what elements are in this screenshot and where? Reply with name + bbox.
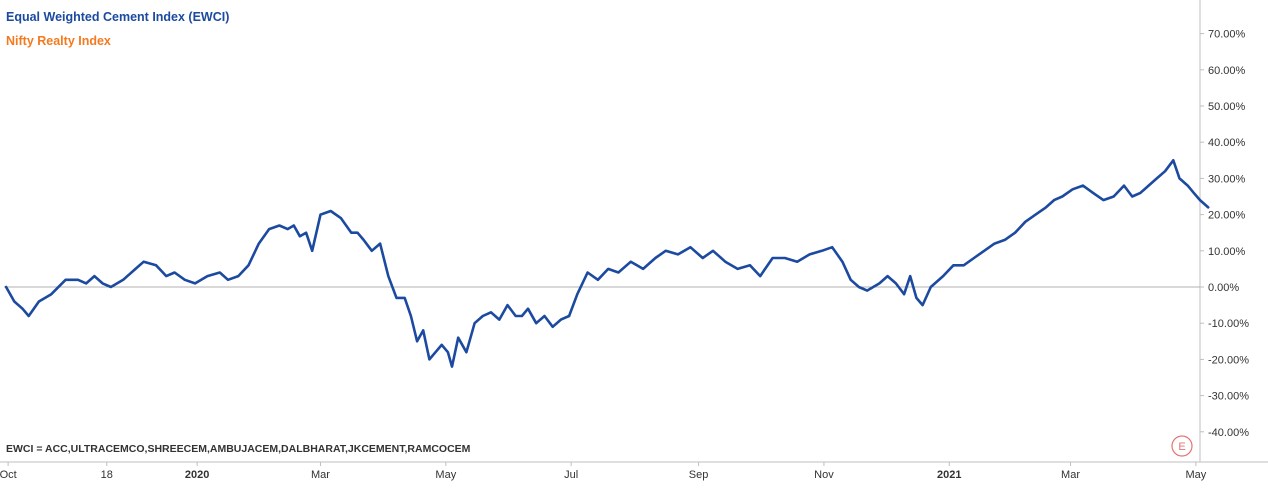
x-tick-label: 2020 (185, 469, 209, 481)
series-line-ewci (4, 159, 1210, 368)
x-tick-label: Oct (0, 469, 17, 481)
y-tick-label: 0.00% (1208, 282, 1239, 294)
x-tick-label: May (1185, 469, 1206, 481)
x-tick-label: May (435, 469, 456, 481)
y-tick-label: -30.00% (1208, 391, 1249, 403)
y-tick-label: 40.00% (1208, 137, 1246, 149)
y-tick-label: -40.00% (1208, 427, 1249, 439)
watermark-circle (1171, 435, 1193, 457)
legend-realty: Nifty Realty Index (6, 34, 111, 48)
y-tick-label: -10.00% (1208, 318, 1249, 330)
y-tick-label: 30.00% (1208, 173, 1246, 185)
y-tick-label: -20.00% (1208, 354, 1249, 366)
x-tick-label: 2021 (937, 469, 961, 481)
y-tick-label: 50.00% (1208, 101, 1246, 113)
footnote: EWCI = ACC,ULTRACEMCO,SHREECEM,AMBUJACEM… (6, 443, 471, 455)
series-group (4, 159, 1210, 368)
y-tick-label: 20.00% (1208, 210, 1246, 222)
y-tick-label: 70.00% (1208, 29, 1246, 41)
x-tick-label: Jul (564, 469, 578, 481)
axes-group: 70.00% 60.00% 50.00% 40.00% 30.00% 20.00% 10.0… (0, 0, 1268, 481)
x-tick-label: Mar (311, 469, 330, 481)
x-tick-label: 18 (101, 469, 113, 481)
watermark-letter: E (1178, 441, 1185, 453)
x-tick-label: Mar (1061, 469, 1080, 481)
watermark-badge: E (1171, 435, 1193, 457)
x-tick-label: Nov (814, 469, 834, 481)
y-tick-label: 10.00% (1208, 246, 1246, 258)
y-tick-label: 60.00% (1208, 65, 1246, 77)
x-tick-label: Sep (689, 469, 709, 481)
legend-ewci: Equal Weighted Cement Index (EWCI) (6, 10, 229, 24)
